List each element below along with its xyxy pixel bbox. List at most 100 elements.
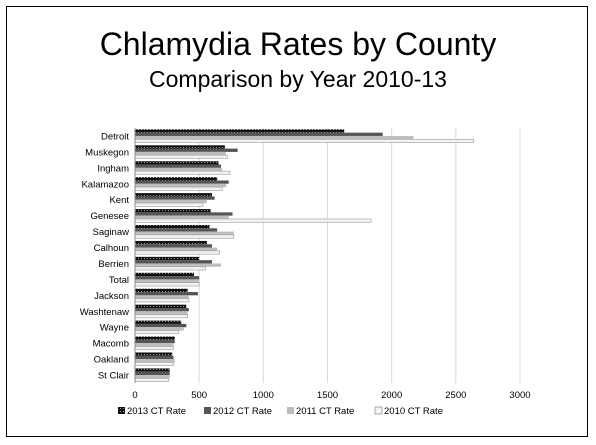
axes: 0 500 1000 1500 2000 2500 3000 Detroit Muskegon I…: [80, 128, 531, 401]
category-label: Wayne: [100, 323, 129, 334]
category-label: Kent: [109, 195, 129, 206]
x-tick-label: 1500: [317, 390, 338, 401]
bar-2010-ct-rate: [134, 154, 228, 159]
bar-2012-ct-rate: [135, 260, 212, 264]
bar-2011-ct-rate: [135, 215, 229, 219]
bar-2012-ct-rate: [135, 132, 383, 136]
bar-2013-ct-rate: [135, 256, 200, 261]
bar-2012-ct-rate: [135, 148, 238, 152]
bar-2013-ct-rate: [135, 224, 210, 229]
bar-2012-ct-rate: [135, 339, 175, 344]
bar-2013-ct-rate: [135, 304, 187, 308]
legend: 2013 CT Rate 2012 CT Rate 2011 CT Rate 2010…: [118, 406, 443, 417]
category-label: Saginaw: [93, 227, 130, 238]
bar-2010-ct-rate: [134, 298, 190, 303]
bar-2011-ct-rate: [135, 295, 189, 299]
category-label: Kalamazoo: [81, 179, 129, 190]
page-subtitle: Comparison by Year 2010-13: [149, 66, 447, 92]
bar-2013-ct-rate: [135, 209, 211, 213]
bar-2012-ct-rate: [135, 276, 200, 280]
bar-2012-ct-rate: [135, 371, 170, 376]
x-tick-label: 2000: [381, 390, 402, 401]
category-label: St Clair: [98, 371, 129, 382]
legend-label: 2012 CT Rate: [213, 406, 272, 417]
category-label: Muskegon: [85, 147, 129, 158]
bar-2010-ct-rate: [134, 234, 235, 239]
bar-2011-ct-rate: [135, 231, 234, 235]
bar-2012-ct-rate: [135, 180, 229, 184]
category-label: Calhoun: [94, 243, 129, 254]
grid-lines: [198, 128, 521, 383]
bar-2010-ct-rate: [134, 378, 169, 382]
bar-2013-ct-rate: [135, 193, 212, 197]
bar-2013-ct-rate: [135, 177, 218, 181]
legend-swatch: [118, 407, 125, 414]
bar-2013-ct-rate: [135, 368, 170, 372]
bar-2013-ct-rate: [135, 288, 188, 293]
bar-2011-ct-rate: [135, 167, 223, 172]
bar-2013-ct-rate: [135, 320, 182, 324]
bar-2010-ct-rate: [134, 218, 372, 223]
bar-2010-ct-rate: [134, 330, 179, 335]
bar-2013-ct-rate: [135, 240, 207, 245]
category-label: Berrien: [98, 259, 129, 270]
legend-label: 2011 CT Rate: [296, 406, 354, 417]
bar-2010-ct-rate: [134, 250, 220, 255]
bar-2011-ct-rate: [135, 327, 184, 331]
bar-2010-ct-rate: [134, 186, 223, 191]
bar-2011-ct-rate: [135, 263, 221, 267]
bar-2010-ct-rate: [134, 266, 206, 271]
bar-2012-ct-rate: [135, 355, 174, 360]
legend-label: 2010 CT Rate: [384, 406, 443, 417]
bar-2010-ct-rate: [134, 170, 231, 175]
x-tick-label: 0: [132, 390, 137, 401]
bar-2012-ct-rate: [135, 244, 212, 248]
x-tick-label: 1000: [253, 390, 274, 401]
bar-2012-ct-rate: [135, 212, 233, 216]
category-label: Jackson: [94, 291, 129, 302]
bar-2011-ct-rate: [135, 279, 200, 283]
legend-swatch: [287, 407, 294, 414]
category-label: Genesee: [90, 211, 129, 222]
bar-2012-ct-rate: [135, 323, 187, 328]
bar-2011-ct-rate: [135, 151, 227, 156]
x-tick-label: 2500: [445, 390, 466, 401]
category-label: Total: [109, 275, 129, 286]
category-label: Washtenaw: [80, 307, 129, 318]
bar-2013-ct-rate: [135, 352, 173, 356]
category-label: Macomb: [93, 339, 129, 350]
legend-label: 2013 CT Rate: [127, 406, 186, 417]
bars: [134, 129, 475, 382]
bar-2010-ct-rate: [134, 314, 188, 319]
x-tick-label: 500: [191, 390, 207, 401]
bar-2013-ct-rate: [135, 161, 219, 165]
bar-2011-ct-rate: [135, 375, 170, 379]
category-label: Ingham: [97, 163, 129, 174]
bar-2012-ct-rate: [135, 292, 198, 296]
bar-2011-ct-rate: [135, 311, 188, 315]
bar-2011-ct-rate: [135, 359, 175, 363]
bar-2011-ct-rate: [135, 135, 414, 140]
bar-2011-ct-rate: [135, 199, 207, 204]
category-label: Detroit: [101, 131, 129, 142]
bar-2010-ct-rate: [134, 362, 174, 366]
bar-2013-ct-rate: [135, 272, 195, 277]
category-label: Oakland: [94, 355, 129, 366]
legend-swatch: [204, 407, 211, 414]
bar-2012-ct-rate: [135, 196, 215, 200]
bar-2013-ct-rate: [135, 336, 175, 340]
bar-2010-ct-rate: [134, 202, 204, 207]
bar-2010-ct-rate: [134, 346, 174, 351]
bar-2010-ct-rate: [134, 282, 200, 287]
bar-2012-ct-rate: [135, 307, 189, 312]
bar-2010-ct-rate: [134, 138, 475, 143]
bar-2011-ct-rate: [135, 183, 227, 188]
bar-2011-ct-rate: [135, 343, 174, 347]
page-title: Chlamydia Rates by County: [99, 26, 497, 62]
bar-2012-ct-rate: [135, 228, 218, 232]
bar-2012-ct-rate: [135, 164, 221, 168]
legend-swatch: [374, 406, 383, 415]
bar-2011-ct-rate: [135, 247, 218, 251]
x-tick-label: 3000: [509, 390, 530, 401]
